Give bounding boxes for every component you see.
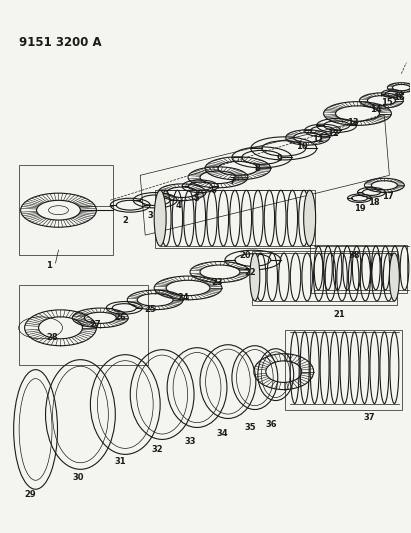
Text: 1: 1 <box>46 261 51 270</box>
Text: 13: 13 <box>347 118 358 127</box>
Text: 3: 3 <box>147 211 153 220</box>
Bar <box>285 330 402 409</box>
Text: 24: 24 <box>177 293 189 302</box>
Text: 10: 10 <box>296 142 307 151</box>
Text: 12: 12 <box>327 129 338 138</box>
Text: 32: 32 <box>151 445 163 454</box>
Text: 21: 21 <box>334 310 345 319</box>
Text: 8: 8 <box>255 164 261 173</box>
Text: 17: 17 <box>381 192 393 201</box>
Text: 28: 28 <box>47 333 58 342</box>
Text: 31: 31 <box>115 457 126 466</box>
Text: 36: 36 <box>266 420 277 429</box>
Text: 35: 35 <box>244 423 256 432</box>
Text: 18: 18 <box>367 198 379 207</box>
Text: 19: 19 <box>353 204 365 213</box>
Text: 16: 16 <box>393 93 405 102</box>
Text: 7: 7 <box>229 177 235 186</box>
Text: 34: 34 <box>216 429 228 438</box>
Text: 38: 38 <box>349 251 360 260</box>
Text: 29: 29 <box>25 490 37 499</box>
Text: 11: 11 <box>312 135 323 144</box>
Text: 9: 9 <box>277 154 283 163</box>
Text: 20: 20 <box>239 251 251 260</box>
Bar <box>18 165 113 255</box>
Text: 23: 23 <box>211 278 223 287</box>
Text: 14: 14 <box>369 105 381 114</box>
Ellipse shape <box>154 190 166 246</box>
Text: 25: 25 <box>144 305 156 314</box>
Text: 27: 27 <box>90 320 101 329</box>
Bar <box>18 285 148 365</box>
Ellipse shape <box>389 253 399 301</box>
Text: 26: 26 <box>114 313 126 322</box>
Text: 6: 6 <box>210 186 216 195</box>
Text: 2: 2 <box>122 216 128 224</box>
Ellipse shape <box>250 253 260 301</box>
Bar <box>309 245 407 293</box>
Text: 4: 4 <box>175 201 181 209</box>
Text: 37: 37 <box>364 413 375 422</box>
Text: 15: 15 <box>381 98 393 107</box>
Text: 30: 30 <box>73 473 84 482</box>
Text: 5: 5 <box>193 193 199 203</box>
Ellipse shape <box>304 190 316 246</box>
Text: 9151 3200 A: 9151 3200 A <box>18 36 101 49</box>
Text: 22: 22 <box>244 269 256 278</box>
Text: 33: 33 <box>184 437 196 446</box>
